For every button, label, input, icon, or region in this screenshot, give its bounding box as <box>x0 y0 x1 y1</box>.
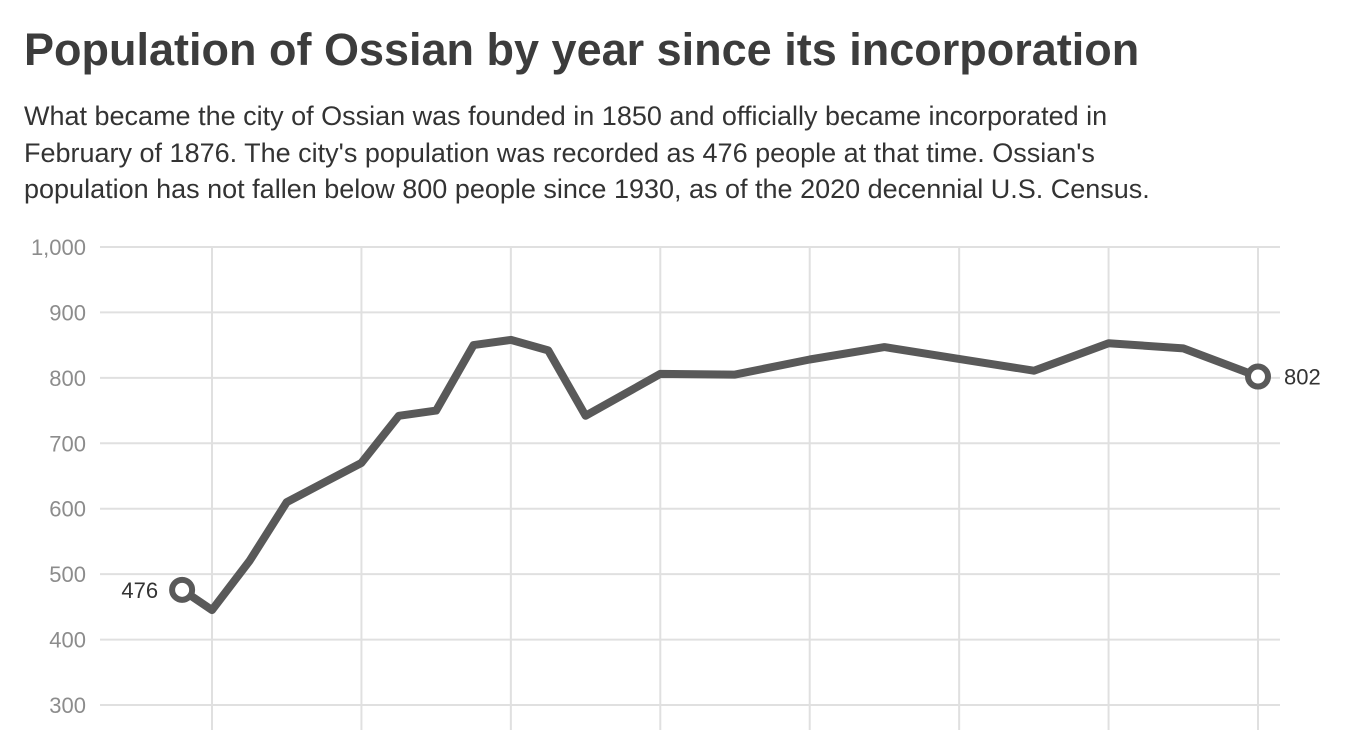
subtitle-line: February of 1876. The city's population … <box>24 137 1095 168</box>
y-tick-label: 600 <box>49 497 86 522</box>
chart-subtitle: What became the city of Ossian was found… <box>24 98 1324 208</box>
subtitle-line: What became the city of Ossian was found… <box>24 101 1108 131</box>
population-series-line <box>178 335 1262 615</box>
y-tick-label: 900 <box>49 300 86 325</box>
start-value-label: 476 <box>121 578 158 603</box>
end-value-label: 802 <box>1284 365 1321 390</box>
endpoint-marker <box>1245 363 1271 390</box>
y-tick-label: 700 <box>49 431 86 456</box>
page-title: Population of Ossian by year since its i… <box>24 24 1140 75</box>
y-tick-label: 800 <box>49 366 86 391</box>
y-tick-label: 1,000 <box>31 235 86 260</box>
y-tick-label: 500 <box>49 562 86 587</box>
subtitle-line: population has not fallen below 800 peop… <box>24 174 1150 204</box>
y-tick-label: 400 <box>49 628 86 653</box>
y-tick-label: 300 <box>49 693 86 718</box>
endpoint-marker <box>169 576 196 603</box>
